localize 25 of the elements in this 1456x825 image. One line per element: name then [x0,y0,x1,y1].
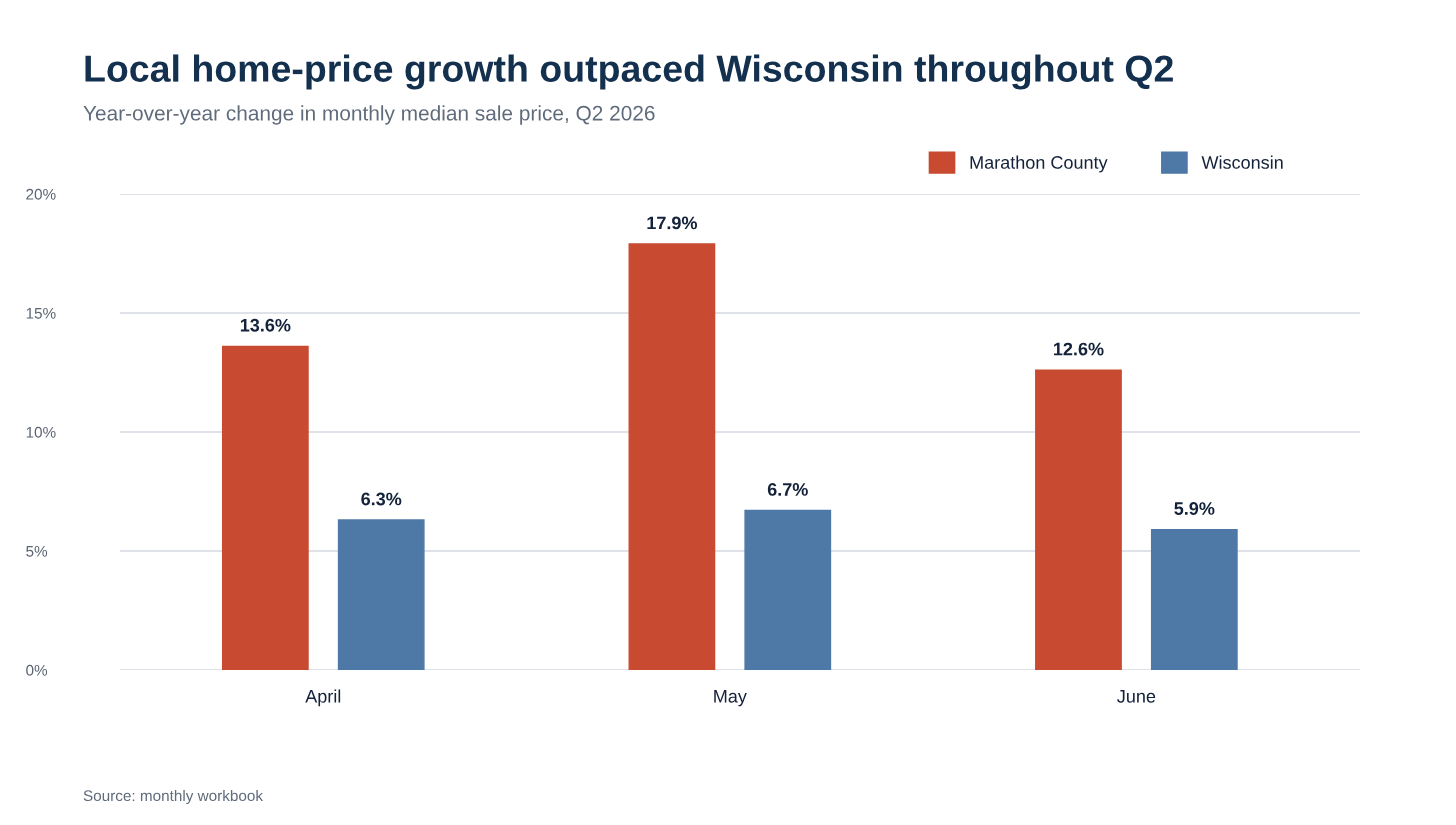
y-tick-label: 0% [26,664,48,676]
data-label: 5.9% [1174,502,1215,515]
data-label: 6.3% [361,492,402,506]
bar [1035,369,1122,670]
bar [744,509,832,670]
bar [628,243,716,670]
legend-label: Marathon County [970,155,1108,173]
chart-subtitle: Year-over-year change in monthly median sale price, Q2 2026 [83,105,655,125]
y-tick-label: 20% [26,188,56,200]
bar [1150,528,1238,670]
legend-label: Wisconsin [1201,155,1283,169]
x-tick-label: May [714,690,747,707]
y-tick-label: 10% [26,426,56,438]
data-label: 13.6% [240,318,291,332]
y-tick-label: 5% [26,545,48,557]
x-tick-label: April [305,689,341,707]
x-tick-label: June [1117,690,1156,703]
bar [221,345,309,670]
source-note: Source: monthly workbook [83,789,264,805]
bar [337,519,425,670]
data-label: 6.7% [767,483,808,496]
y-tick-label: 15% [26,307,56,319]
data-label: 12.6% [1054,342,1104,356]
chart-title: Local home-price growth outpaced Wisconsin throughout Q2 [85,54,1173,90]
data-label: 17.9% [647,216,698,230]
